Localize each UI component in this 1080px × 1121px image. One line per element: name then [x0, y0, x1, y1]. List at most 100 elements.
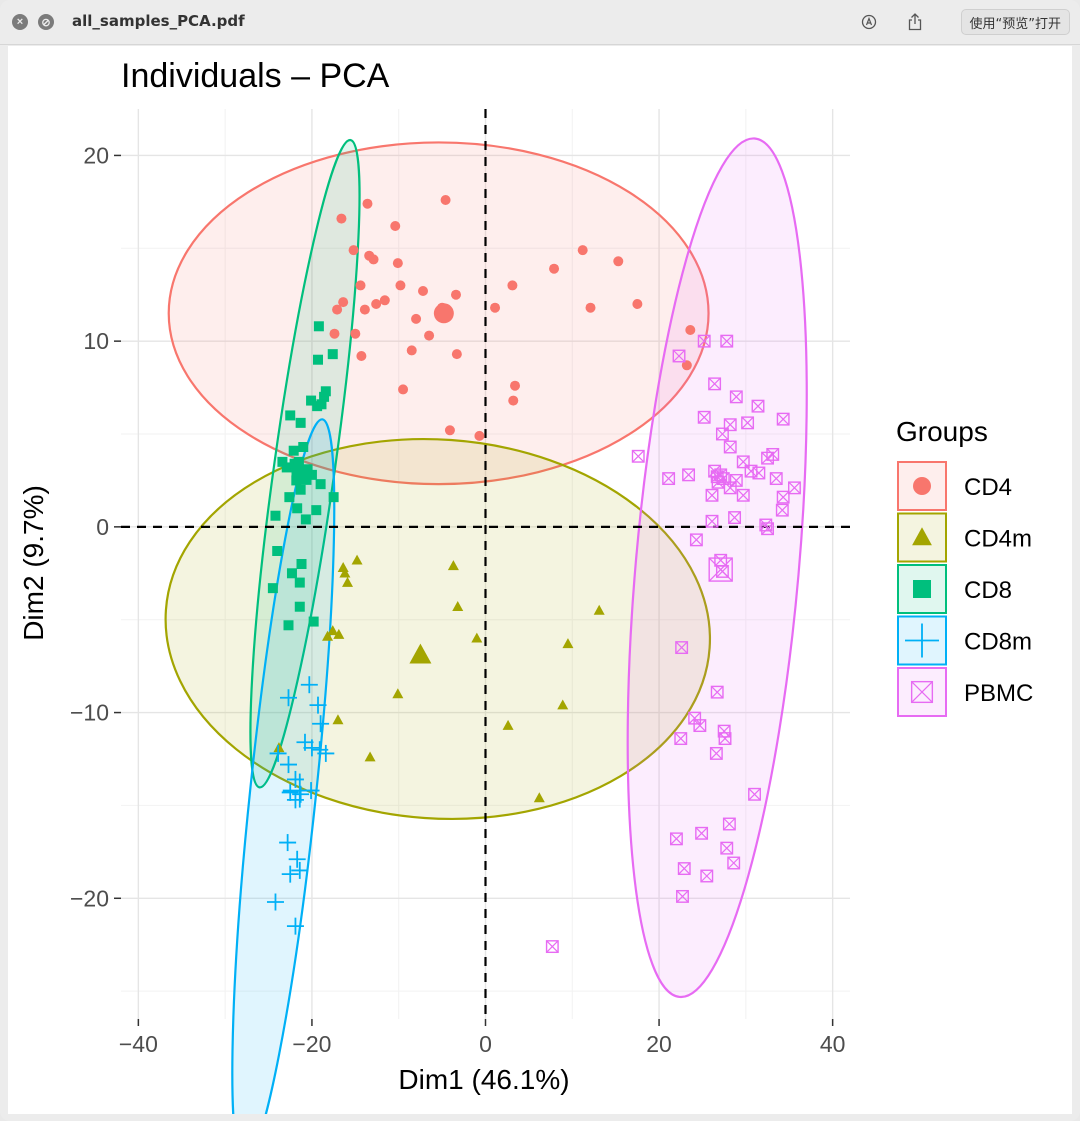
- pca-chart: −40 −20 0 20 40 20 10 0 −10 −20 Individuals – PCA…: [18, 57, 1033, 1121]
- x-tick-label: 40: [820, 1031, 846, 1057]
- point-cd8: [267, 583, 278, 594]
- point-cd8: [283, 620, 294, 631]
- point-cd8: [295, 484, 306, 495]
- point-cd4: [362, 198, 373, 209]
- point-cd4m: [327, 625, 339, 636]
- point-cd4: [398, 384, 409, 395]
- point-cd4m: [392, 688, 404, 699]
- point-cd4: [332, 304, 343, 315]
- point-cd4: [329, 328, 340, 339]
- point-cd4: [451, 349, 462, 360]
- open-in-preview-button[interactable]: 使用“预览”打开: [960, 9, 1070, 35]
- point-pbmc: [748, 787, 761, 801]
- point-cd4m: [502, 719, 514, 730]
- point-cd4: [632, 299, 643, 309]
- point-cd4: [418, 286, 429, 296]
- group-ellipses: [164, 137, 808, 1121]
- point-pbmc: [729, 390, 743, 404]
- x-tick-label: −20: [292, 1031, 331, 1057]
- point-cd4: [440, 195, 451, 205]
- point-cd8: [313, 354, 324, 365]
- point-cd4m: [471, 632, 483, 643]
- point-cd4m: [339, 567, 351, 578]
- point-cd4m: [447, 560, 459, 571]
- point-pbmc: [741, 416, 755, 430]
- x-tick-label: −40: [119, 1031, 158, 1057]
- markup-icon[interactable]: [858, 11, 880, 33]
- point-cd4: [577, 245, 588, 256]
- ellipse-cd4m: [164, 437, 712, 821]
- point-cd8: [294, 601, 305, 612]
- point-cd4: [444, 425, 455, 436]
- legend-label-cd8m: CD8m: [964, 629, 1032, 656]
- point-cd4m: [322, 630, 334, 641]
- point-pbmc: [776, 490, 790, 504]
- point-cd4: [585, 302, 596, 313]
- point-cd4: [348, 245, 359, 256]
- x-tick-label: 20: [646, 1031, 672, 1057]
- point-pbmc: [751, 399, 765, 413]
- legend-marker-cd4: [913, 477, 931, 495]
- point-cd4: [356, 351, 367, 361]
- legend-swatch-cd8: [897, 564, 947, 614]
- share-icon[interactable]: [904, 11, 926, 33]
- point-cd4: [379, 295, 390, 306]
- y-tick-label: 20: [83, 142, 109, 168]
- point-cd4: [510, 380, 521, 391]
- point-cd4: [392, 258, 403, 269]
- point-cd4: [406, 345, 417, 356]
- point-cd4: [336, 213, 347, 224]
- point-cd8: [295, 417, 306, 428]
- point-cd8m: [281, 865, 299, 883]
- point-cd4m: [562, 638, 574, 649]
- centroid-pbmc: [708, 557, 733, 582]
- point-cd8: [328, 492, 339, 503]
- point-cd8: [292, 503, 303, 514]
- point-cd8: [294, 577, 305, 588]
- point-cd4: [508, 395, 519, 406]
- point-pbmc: [669, 832, 683, 846]
- legend-label-cd4m: CD4m: [964, 526, 1032, 553]
- reference-lines: [121, 109, 850, 1019]
- point-cd4: [549, 263, 560, 274]
- point-pbmc: [693, 719, 707, 733]
- point-cd4m: [351, 554, 363, 565]
- point-pbmc: [676, 889, 689, 903]
- point-pbmc: [727, 856, 741, 870]
- point-cd8: [320, 386, 331, 397]
- axes: −40 −20 0 20 40 20 10 0 −10 −20: [70, 142, 845, 1057]
- point-pbmc: [675, 641, 689, 655]
- point-cd8m: [309, 696, 327, 714]
- point-pbmc: [700, 869, 714, 883]
- point-pbmc: [723, 440, 737, 454]
- point-cd4: [685, 325, 696, 335]
- point-cd8m: [266, 893, 284, 911]
- point-cd4: [368, 254, 379, 265]
- legend-label-cd4: CD4: [964, 474, 1012, 501]
- point-cd4: [490, 302, 501, 313]
- minimize-icon[interactable]: ⊘: [38, 14, 54, 30]
- point-cd4: [424, 330, 435, 341]
- point-cd8: [316, 399, 327, 410]
- point-cd8m: [269, 744, 287, 762]
- point-cd8m: [312, 715, 330, 733]
- data-points: [266, 195, 801, 954]
- pdf-content: −40 −20 0 20 40 20 10 0 −10 −20 Individuals – PCA…: [8, 46, 1072, 1121]
- point-pbmc: [672, 349, 686, 363]
- y-tick-label: 0: [96, 514, 109, 540]
- centroid-cd4m: [409, 643, 432, 664]
- point-cd8m: [291, 861, 309, 879]
- point-cd8: [308, 616, 319, 627]
- point-pbmc: [752, 466, 766, 480]
- point-pbmc: [736, 488, 750, 502]
- point-cd8: [296, 559, 307, 569]
- y-tick-label: −10: [70, 700, 109, 726]
- point-cd8: [285, 410, 296, 421]
- point-cd4: [359, 304, 370, 315]
- point-pbmc: [759, 518, 773, 532]
- close-icon[interactable]: ×: [12, 14, 28, 30]
- point-pbmc: [728, 511, 742, 525]
- point-pbmc: [545, 940, 559, 954]
- point-cd8m: [279, 756, 297, 774]
- point-pbmc: [662, 472, 676, 486]
